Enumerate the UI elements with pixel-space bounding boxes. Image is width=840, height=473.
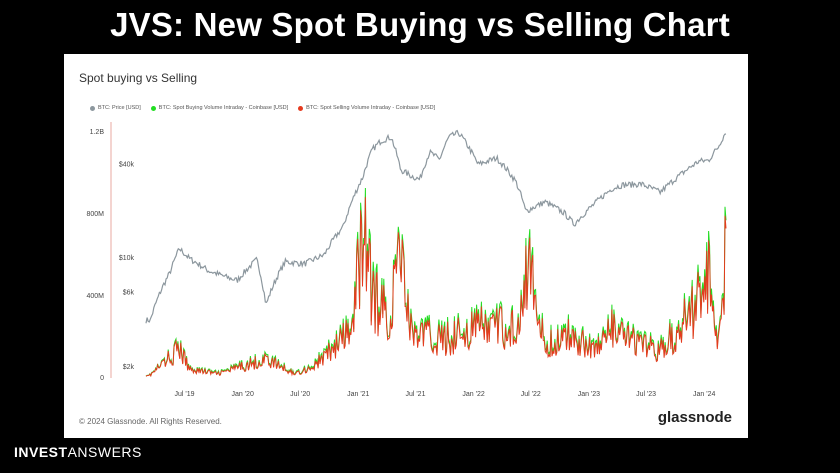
logo-bold-part: INVEST: [14, 444, 68, 460]
sell-volume-series-line: [145, 197, 727, 378]
y-left-tick-label: 1.2B: [90, 129, 105, 136]
glassnode-logo: glassnode: [657, 409, 732, 426]
legend-dot-buy: [150, 105, 156, 111]
legend-item-price[interactable]: BTC: Price [USD]: [90, 105, 141, 111]
x-tick-label: Jan '22: [462, 391, 484, 398]
chart-plot: 0 400M 800M 1.2B $2k $6k $10k $40k Jul '19 Jan '2…: [86, 122, 727, 398]
investanswers-logo: INVESTANSWERS: [14, 444, 142, 460]
legend-label-price: BTC: Price [USD]: [98, 105, 141, 111]
legend-dot-sell: [298, 105, 304, 111]
x-tick-label: Jan '20: [231, 391, 253, 398]
y-right-tick-label: $6k: [123, 290, 135, 297]
y-right-tick-label: $10k: [119, 255, 135, 262]
x-tick-label: Jan '21: [347, 391, 369, 398]
chart-card: Spot buying vs Selling BTC: Price [USD] …: [64, 54, 748, 438]
x-tick-label: Jan '23: [578, 391, 600, 398]
y-right-tick-label: $2k: [123, 364, 135, 371]
copyright-text: © 2024 Glassnode. All Rights Reserved.: [79, 417, 222, 426]
x-tick-label: Jul '20: [290, 391, 310, 398]
legend-label-buy: BTC: Spot Buying Volume Intraday - Coinb…: [158, 105, 289, 111]
x-tick-label: Jul '21: [405, 391, 425, 398]
slide-title: JVS: New Spot Buying vs Selling Chart: [110, 6, 730, 43]
legend-item-buy[interactable]: BTC: Spot Buying Volume Intraday - Coinb…: [150, 105, 289, 111]
legend-dot-price: [90, 105, 95, 111]
legend-label-sell: BTC: Spot Selling Volume Intraday - Coin…: [306, 105, 436, 111]
y-left-tick-label: 0: [100, 375, 104, 382]
y-left-tick-label: 400M: [86, 293, 104, 300]
x-tick-label: Jul '23: [636, 391, 656, 398]
x-tick-label: Jul '19: [175, 391, 195, 398]
logo-light-part: ANSWERS: [67, 444, 142, 460]
x-tick-label: Jan '24: [693, 391, 715, 398]
y-right-tick-label: $40k: [119, 161, 135, 168]
price-series-line: [145, 129, 727, 324]
y-left-tick-label: 800M: [86, 211, 104, 218]
chart-title: Spot buying vs Selling: [79, 71, 198, 85]
legend-item-sell[interactable]: BTC: Spot Selling Volume Intraday - Coin…: [298, 105, 435, 111]
chart-legend: BTC: Price [USD] BTC: Spot Buying Volume…: [90, 105, 435, 111]
x-tick-label: Jul '22: [521, 391, 541, 398]
